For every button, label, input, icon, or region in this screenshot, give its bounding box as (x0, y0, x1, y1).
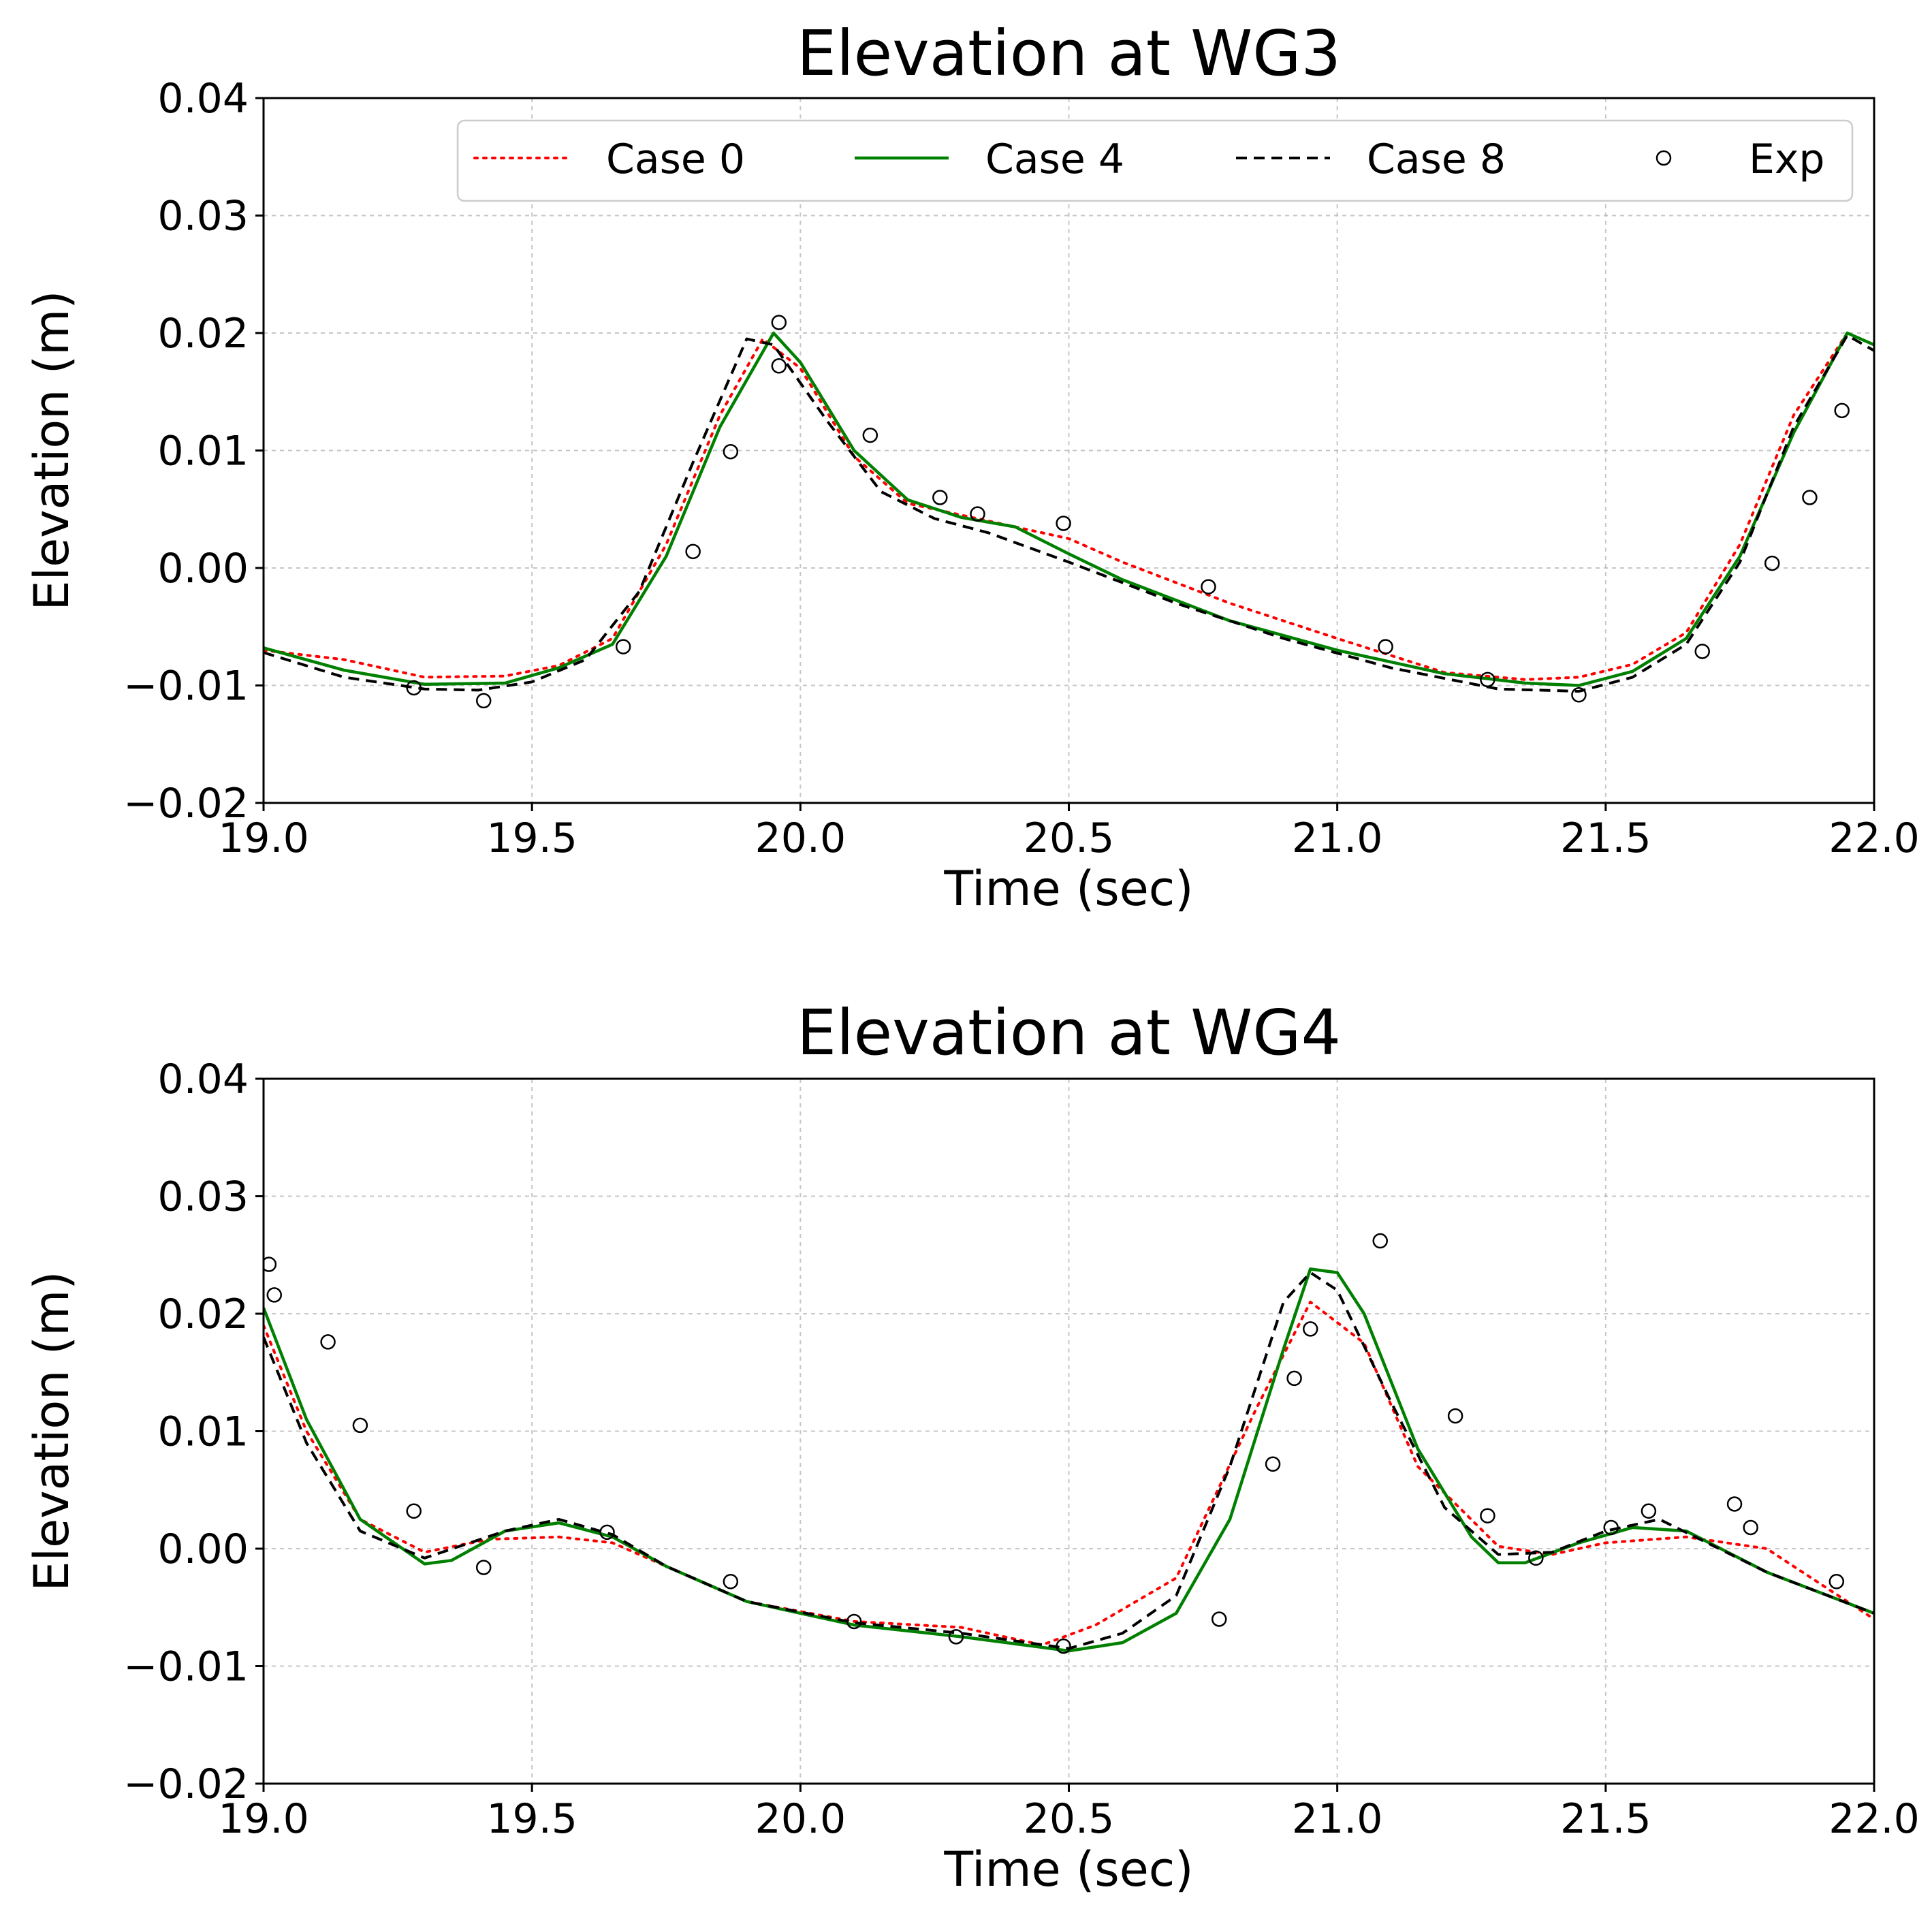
exp-marker (1528, 1550, 1544, 1566)
y-tick-label: 0.02 (157, 310, 249, 358)
axes-frame (262, 97, 1875, 804)
case-8-line (264, 334, 1874, 693)
exp-marker (1265, 1456, 1281, 1472)
y-tick-label: −0.01 (123, 1643, 249, 1691)
exp-marker (475, 693, 492, 709)
exp-marker (1603, 1519, 1619, 1536)
exp-marker (1211, 1611, 1227, 1627)
plot-area (264, 1233, 1874, 1654)
exp-marker (264, 1257, 277, 1272)
exp-marker (932, 490, 948, 505)
exp-marker (723, 443, 739, 460)
x-tick-label: 21.0 (1292, 1795, 1383, 1843)
y-axis-label: Elevation (m) (24, 290, 80, 610)
exp-marker (1201, 579, 1216, 595)
exp-marker (846, 1613, 862, 1630)
exp-marker (1447, 1408, 1463, 1424)
y-tick-label: 0.04 (157, 1056, 249, 1103)
exp-marker (406, 1503, 422, 1519)
legend-exp-label: Exp (1749, 136, 1825, 183)
exp-marker (771, 358, 787, 374)
legend-box (456, 119, 1854, 202)
exp-marker (1056, 1638, 1071, 1654)
exp-marker (320, 1334, 336, 1350)
x-tick-label: 22.0 (1828, 1795, 1920, 1843)
y-tick-label: 0.00 (157, 545, 249, 592)
exp-marker (1726, 1496, 1743, 1512)
legend-exp-swatch (1656, 150, 1672, 166)
exp-marker (1480, 1508, 1495, 1523)
exp-marker (685, 543, 701, 560)
x-tick-label: 19.5 (486, 815, 577, 862)
exp-marker (1802, 490, 1818, 505)
x-tick-label: 21.5 (1560, 815, 1651, 862)
exp-marker (1378, 639, 1393, 654)
exp-marker (771, 315, 787, 330)
exp-marker (475, 1560, 492, 1575)
exp-marker (1303, 1321, 1318, 1337)
exp-marker (1828, 1574, 1845, 1590)
legend-case-4-label: Case 4 (985, 136, 1124, 183)
exp-marker (1372, 1233, 1388, 1249)
exp-marker (1286, 1370, 1302, 1387)
axes-frame (262, 1077, 1875, 1785)
y-tick-label: 0.02 (157, 1291, 249, 1338)
panel-wg4: Elevation at WG4 19.0 19.5 20.0 20.5 21.0 21.5… (24, 996, 1920, 1897)
chart-title: Elevation at WG3 (797, 17, 1341, 90)
y-axis-label: Elevation (m) (24, 1271, 80, 1591)
x-axis-label: Time (sec) (943, 1842, 1193, 1897)
y-tick-label: −0.02 (123, 1760, 249, 1808)
exp-marker (1641, 1503, 1657, 1519)
exp-marker (1743, 1519, 1758, 1536)
exp-marker (406, 680, 422, 696)
y-tick-label: 0.01 (157, 428, 249, 475)
x-tick-label: 20.0 (755, 1795, 846, 1843)
x-tick-label: 19.5 (486, 1795, 577, 1843)
case-8-line (264, 1271, 1874, 1650)
x-tick-label: 22.0 (1828, 815, 1920, 862)
exp-marker (615, 639, 631, 654)
plot-area (264, 315, 1874, 709)
exp-marker (723, 1574, 739, 1590)
legend-case-0-label: Case 0 (606, 136, 745, 183)
exp-marker (948, 1629, 964, 1645)
legend: Case 0 Case 4 Case 8 Exp (456, 119, 1854, 202)
exp-marker (1480, 671, 1495, 688)
exp-marker (1834, 402, 1850, 419)
exp-marker (266, 1287, 283, 1303)
exp-marker (1694, 644, 1710, 659)
case-4-line (264, 331, 1874, 687)
chart-title: Elevation at WG4 (797, 996, 1341, 1069)
exp-marker (352, 1417, 368, 1434)
exp-marker (599, 1524, 615, 1540)
x-tick-label: 19.0 (218, 815, 309, 862)
exp-marker (1571, 687, 1587, 703)
x-axis-label: Time (sec) (943, 861, 1193, 917)
y-tick-label: 0.00 (157, 1526, 249, 1573)
x-tick-label: 20.0 (755, 815, 846, 862)
exp-marker (1056, 516, 1071, 531)
legend-case-8-label: Case 8 (1367, 136, 1506, 183)
y-tick-label: 0.04 (157, 75, 249, 123)
y-tick-label: −0.01 (123, 663, 249, 710)
exp-marker (1764, 555, 1780, 571)
x-tick-label: 21.5 (1560, 1795, 1651, 1843)
exp-marker (862, 427, 878, 443)
x-tick-label: 21.0 (1292, 815, 1383, 862)
x-tick-label: 19.0 (218, 1795, 309, 1843)
x-tick-label: 20.5 (1024, 815, 1115, 862)
y-tick-label: 0.03 (157, 1173, 249, 1221)
y-tick-label: 0.03 (157, 193, 249, 240)
y-tick-label: 0.01 (157, 1408, 249, 1456)
exp-marker (970, 506, 985, 522)
panel-wg3: Elevation at WG3 19.0 19.5 20.0 20.5 21.0 21.5… (24, 17, 1920, 917)
x-tick-label: 20.5 (1024, 1795, 1115, 1843)
y-tick-label: −0.02 (123, 780, 249, 827)
